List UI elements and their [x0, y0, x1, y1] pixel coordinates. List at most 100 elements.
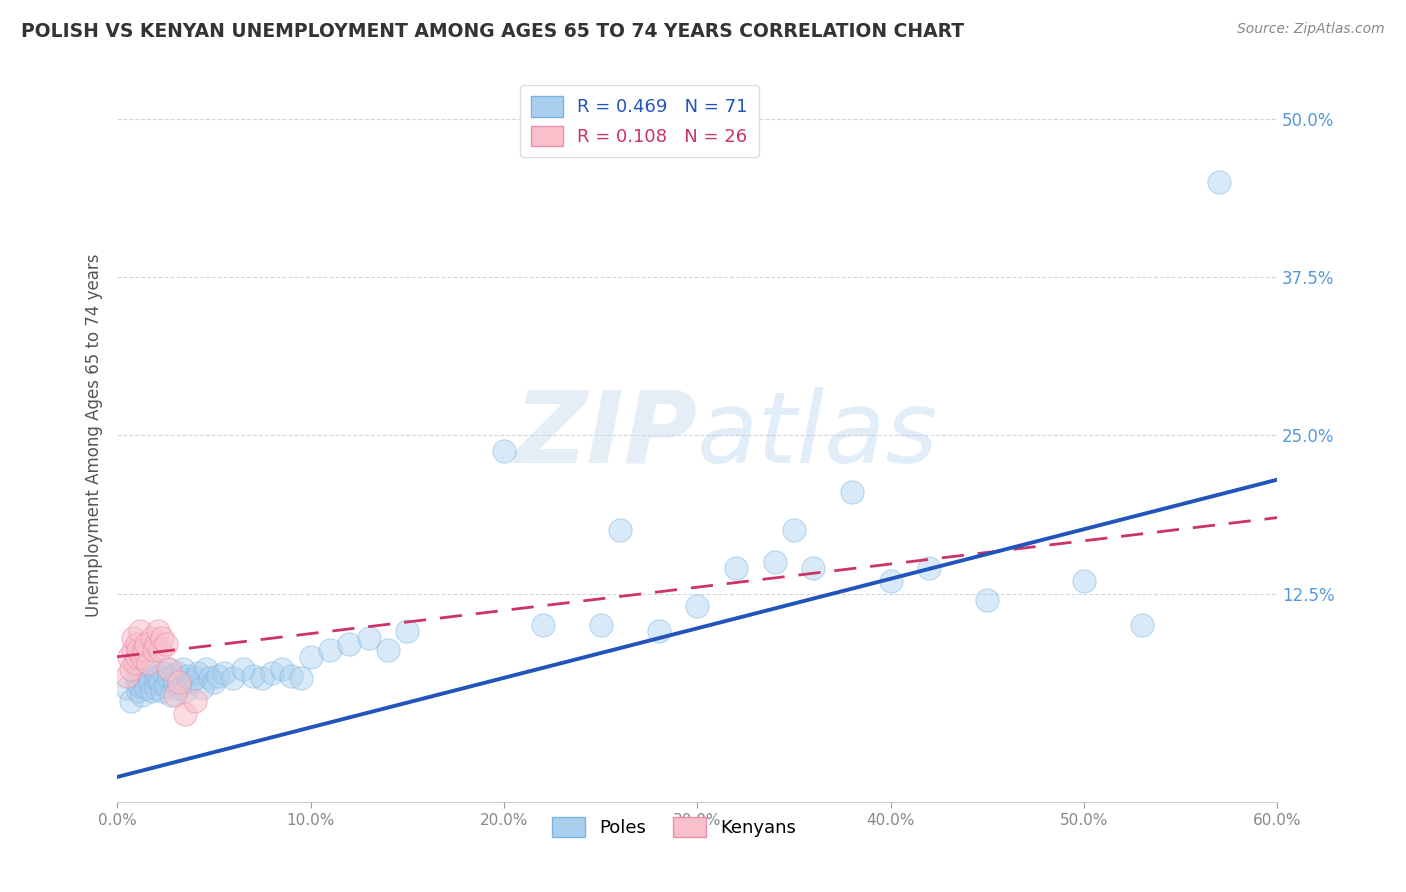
Point [120, 662, 142, 676]
Point [167, 681, 190, 696]
Point [222, 671, 245, 685]
Point [131, 649, 153, 664]
Point [141, 631, 163, 645]
Point [165, 688, 187, 702]
Point [135, 681, 157, 696]
Point [589, 618, 612, 632]
Point [290, 671, 312, 685]
Point [150, 631, 173, 645]
Point [357, 631, 380, 645]
Point [195, 662, 218, 676]
Point [127, 643, 149, 657]
Text: Source: ZipAtlas.com: Source: ZipAtlas.com [1237, 22, 1385, 37]
Point [1130, 618, 1153, 632]
Point [145, 671, 167, 685]
Point [165, 675, 187, 690]
Point [280, 669, 302, 683]
Point [129, 679, 152, 693]
Point [136, 656, 159, 670]
Point [183, 671, 205, 685]
Point [918, 561, 941, 575]
Point [686, 599, 709, 614]
Point [127, 684, 149, 698]
Point [141, 684, 163, 698]
Point [763, 555, 786, 569]
Point [146, 624, 169, 639]
Point [120, 694, 142, 708]
Point [142, 662, 165, 676]
Point [115, 681, 138, 696]
Point [319, 643, 342, 657]
Point [152, 666, 174, 681]
Point [724, 561, 747, 575]
Point [125, 637, 148, 651]
Point [149, 675, 172, 690]
Point [198, 671, 221, 685]
Point [170, 671, 193, 685]
Point [118, 649, 141, 664]
Point [242, 669, 264, 683]
Point [139, 675, 162, 690]
Point [156, 662, 179, 676]
Point [1073, 574, 1095, 588]
Text: atlas: atlas [697, 387, 939, 483]
Point [337, 637, 360, 651]
Point [609, 523, 631, 537]
Point [131, 688, 153, 702]
Point [145, 681, 167, 696]
Point [167, 675, 190, 690]
Point [879, 574, 901, 588]
Point [232, 662, 254, 676]
Point [173, 684, 195, 698]
Point [531, 618, 554, 632]
Point [135, 637, 157, 651]
Point [160, 688, 183, 702]
Point [162, 669, 184, 683]
Point [492, 443, 515, 458]
Point [801, 561, 824, 575]
Point [136, 666, 159, 681]
Point [124, 656, 146, 670]
Point [121, 643, 143, 657]
Point [121, 631, 143, 645]
Point [129, 624, 152, 639]
Point [146, 669, 169, 683]
Point [250, 671, 273, 685]
Text: POLISH VS KENYAN UNEMPLOYMENT AMONG AGES 65 TO 74 YEARS CORRELATION CHART: POLISH VS KENYAN UNEMPLOYMENT AMONG AGES… [21, 22, 965, 41]
Point [125, 675, 148, 690]
Point [187, 666, 209, 681]
Point [149, 643, 172, 657]
Point [396, 624, 419, 639]
Point [125, 669, 148, 683]
Point [145, 637, 167, 651]
Point [176, 669, 198, 683]
Point [202, 675, 225, 690]
Point [647, 624, 669, 639]
Point [142, 643, 165, 657]
Point [260, 666, 283, 681]
Point [377, 643, 399, 657]
Point [155, 679, 177, 693]
Point [173, 706, 195, 721]
Point [180, 675, 202, 690]
Point [166, 666, 188, 681]
Point [976, 592, 998, 607]
Point [207, 669, 229, 683]
Text: ZIP: ZIP [515, 387, 697, 483]
Point [115, 669, 138, 683]
Point [134, 643, 156, 657]
Point [1208, 175, 1230, 189]
Point [155, 637, 177, 651]
Point [783, 523, 806, 537]
Point [299, 649, 322, 664]
Point [125, 649, 148, 664]
Point [270, 662, 292, 676]
Point [212, 666, 235, 681]
Point [841, 485, 863, 500]
Point [134, 671, 156, 685]
Point [191, 681, 214, 696]
Point [183, 694, 205, 708]
Point [157, 662, 180, 676]
Legend: Poles, Kenyans: Poles, Kenyans [546, 810, 803, 845]
Point [172, 662, 194, 676]
